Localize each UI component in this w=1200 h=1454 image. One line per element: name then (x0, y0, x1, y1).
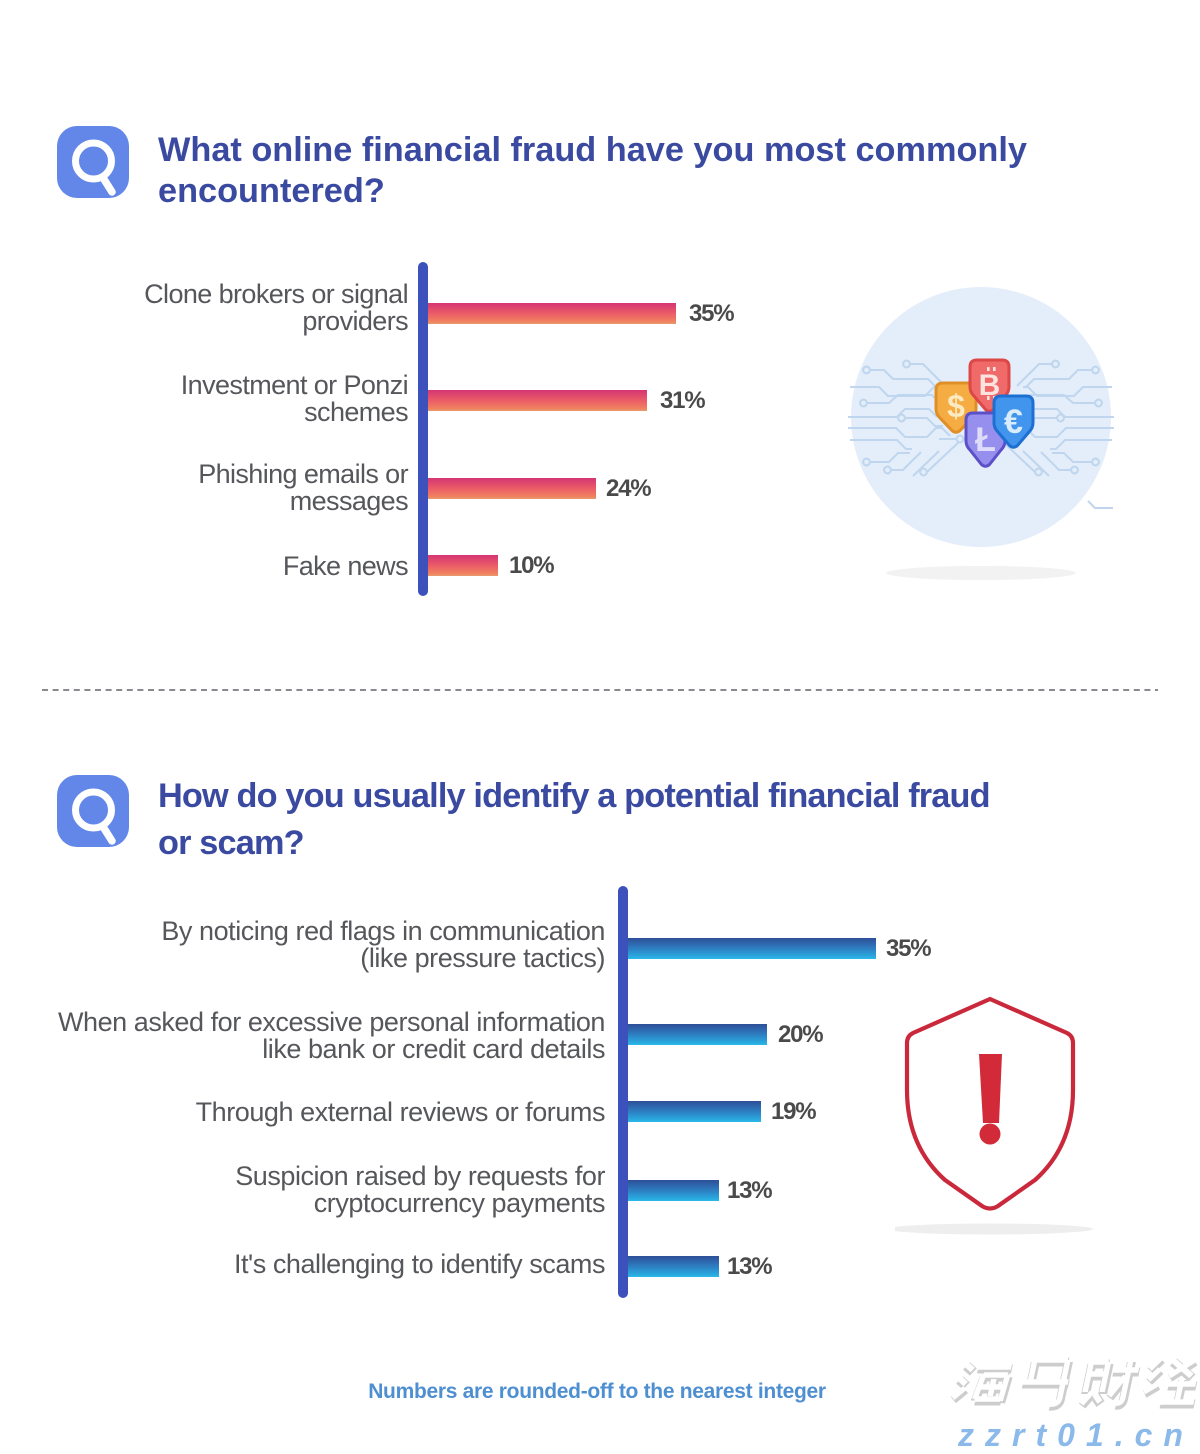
svg-text:€: € (1004, 403, 1023, 441)
svg-text:B: B (979, 369, 1001, 402)
svg-text:$: $ (947, 388, 965, 424)
svg-text:Ł: Ł (975, 421, 996, 459)
